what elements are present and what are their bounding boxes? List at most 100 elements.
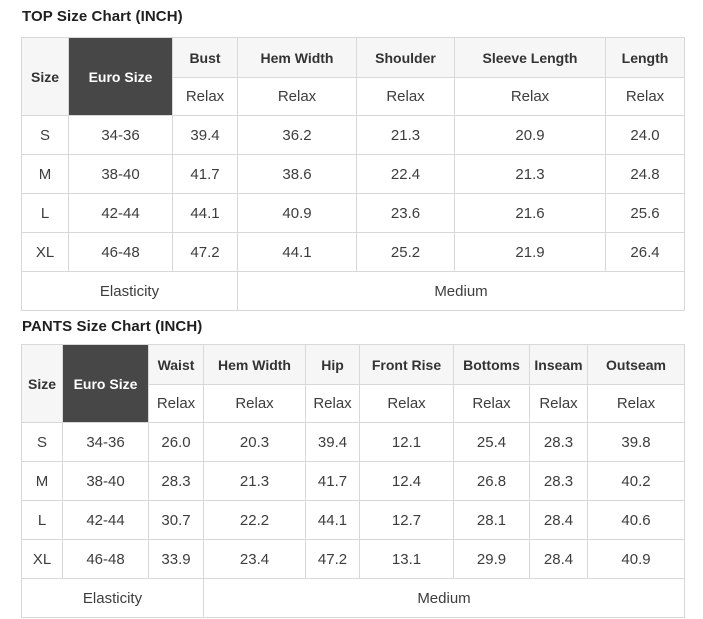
top-column-header-hem-width: Hem Width	[237, 37, 357, 78]
measurement-cell: 41.7	[172, 154, 238, 194]
measurement-cell: 26.8	[453, 461, 530, 501]
measurement-cell: 25.6	[605, 193, 685, 233]
size-value-cell: M	[21, 461, 63, 501]
top-column-header-length: Length	[605, 37, 685, 78]
size-value-cell: M	[21, 154, 69, 194]
measurement-cell: 26.0	[148, 422, 204, 462]
pants-relax-cell-outseam: Relax	[587, 384, 685, 423]
top-size-chart-table: Size Euro Size Bust Hem Width Shoulder S…	[21, 37, 685, 311]
measurement-cell: 41.7	[305, 461, 360, 501]
measurement-cell: 30.7	[148, 500, 204, 540]
measurement-cell: 20.3	[203, 422, 306, 462]
pants-row-s: S 34-36 26.0 20.3 39.4 12.1 25.4 28.3 39…	[21, 422, 685, 462]
measurement-cell: 44.1	[172, 193, 238, 233]
euro-size-value-cell: 38-40	[62, 461, 149, 501]
measurement-cell: 24.0	[605, 115, 685, 155]
measurement-cell: 40.9	[587, 539, 685, 579]
top-size-header-cell: Size	[21, 37, 69, 116]
measurement-cell: 28.1	[453, 500, 530, 540]
pants-row-l: L 42-44 30.7 22.2 44.1 12.7 28.1 28.4 40…	[21, 500, 685, 540]
pants-elasticity-row: Elasticity Medium	[21, 578, 685, 618]
pants-column-header-outseam: Outseam	[587, 344, 685, 385]
size-value-cell: L	[21, 193, 69, 233]
measurement-cell: 12.1	[359, 422, 454, 462]
measurement-cell: 39.4	[172, 115, 238, 155]
elasticity-value-cell: Medium	[203, 578, 685, 618]
measurement-cell: 21.3	[356, 115, 455, 155]
measurement-cell: 40.2	[587, 461, 685, 501]
measurement-cell: 28.3	[148, 461, 204, 501]
top-relax-subheader-row: Relax Relax Relax Relax Relax	[22, 77, 685, 116]
elasticity-label-cell: Elasticity	[21, 578, 204, 618]
top-row-xl: XL 46-48 47.2 44.1 25.2 21.9 26.4	[21, 232, 685, 272]
measurement-cell: 20.9	[454, 115, 606, 155]
euro-size-value-cell: 34-36	[62, 422, 149, 462]
euro-size-value-cell: 46-48	[62, 539, 149, 579]
measurement-cell: 28.3	[529, 461, 588, 501]
measurement-cell: 47.2	[305, 539, 360, 579]
pants-row-xl: XL 46-48 33.9 23.4 47.2 13.1 29.9 28.4 4…	[21, 539, 685, 579]
measurement-cell: 13.1	[359, 539, 454, 579]
top-row-l: L 42-44 44.1 40.9 23.6 21.6 25.6	[21, 193, 685, 233]
measurement-cell: 23.4	[203, 539, 306, 579]
measurement-cell: 33.9	[148, 539, 204, 579]
top-column-header-bust: Bust	[172, 37, 238, 78]
pants-relax-subheader-row: Relax Relax Relax Relax Relax Relax Rela…	[22, 384, 685, 423]
pants-column-header-bottoms: Bottoms	[453, 344, 530, 385]
pants-column-header-hip: Hip	[305, 344, 360, 385]
top-relax-cell-shoulder: Relax	[356, 77, 455, 116]
measurement-cell: 29.9	[453, 539, 530, 579]
top-relax-cell-bust: Relax	[172, 77, 238, 116]
pants-relax-cell-hem-width: Relax	[203, 384, 306, 423]
top-relax-cell-length: Relax	[605, 77, 685, 116]
pants-chart-title: PANTS Size Chart (INCH)	[22, 318, 203, 335]
measurement-cell: 12.4	[359, 461, 454, 501]
pants-column-header-front-rise: Front Rise	[359, 344, 454, 385]
top-column-header-shoulder: Shoulder	[356, 37, 455, 78]
top-column-header-sleeve-length: Sleeve Length	[454, 37, 606, 78]
pants-relax-cell-inseam: Relax	[529, 384, 588, 423]
measurement-cell: 44.1	[305, 500, 360, 540]
pants-header-row: Size Euro Size Waist Hem Width Hip Front…	[21, 344, 685, 423]
size-value-cell: XL	[21, 232, 69, 272]
pants-size-header-cell: Size	[21, 344, 63, 423]
euro-size-value-cell: 46-48	[68, 232, 173, 272]
top-relax-cell-hem-width: Relax	[237, 77, 357, 116]
pants-row-m: M 38-40 28.3 21.3 41.7 12.4 26.8 28.3 40…	[21, 461, 685, 501]
pants-column-header-waist: Waist	[148, 344, 204, 385]
measurement-cell: 39.8	[587, 422, 685, 462]
euro-size-value-cell: 42-44	[68, 193, 173, 233]
measurement-cell: 25.4	[453, 422, 530, 462]
measurement-cell: 21.3	[454, 154, 606, 194]
measurement-cell: 23.6	[356, 193, 455, 233]
top-row-s: S 34-36 39.4 36.2 21.3 20.9 24.0	[21, 115, 685, 155]
pants-euro-size-header-cell: Euro Size	[62, 344, 149, 423]
pants-column-header-inseam: Inseam	[529, 344, 588, 385]
measurement-cell: 12.7	[359, 500, 454, 540]
top-relax-cell-sleeve-length: Relax	[454, 77, 606, 116]
top-header-row: Size Euro Size Bust Hem Width Shoulder S…	[21, 37, 685, 116]
size-value-cell: S	[21, 422, 63, 462]
measurement-cell: 40.9	[237, 193, 357, 233]
measurement-cell: 40.6	[587, 500, 685, 540]
pants-relax-cell-waist: Relax	[148, 384, 204, 423]
measurement-cell: 36.2	[237, 115, 357, 155]
size-value-cell: S	[21, 115, 69, 155]
top-chart-title: TOP Size Chart (INCH)	[22, 8, 183, 25]
measurement-cell: 39.4	[305, 422, 360, 462]
measurement-cell: 44.1	[237, 232, 357, 272]
pants-column-header-hem-width: Hem Width	[203, 344, 306, 385]
measurement-cell: 26.4	[605, 232, 685, 272]
measurement-cell: 38.6	[237, 154, 357, 194]
measurement-cell: 21.9	[454, 232, 606, 272]
pants-relax-cell-bottoms: Relax	[453, 384, 530, 423]
euro-size-value-cell: 34-36	[68, 115, 173, 155]
euro-size-value-cell: 42-44	[62, 500, 149, 540]
elasticity-label-cell: Elasticity	[21, 271, 238, 311]
pants-relax-cell-front-rise: Relax	[359, 384, 454, 423]
measurement-cell: 21.6	[454, 193, 606, 233]
measurement-cell: 28.3	[529, 422, 588, 462]
measurement-cell: 24.8	[605, 154, 685, 194]
top-elasticity-row: Elasticity Medium	[21, 271, 685, 311]
top-row-m: M 38-40 41.7 38.6 22.4 21.3 24.8	[21, 154, 685, 194]
